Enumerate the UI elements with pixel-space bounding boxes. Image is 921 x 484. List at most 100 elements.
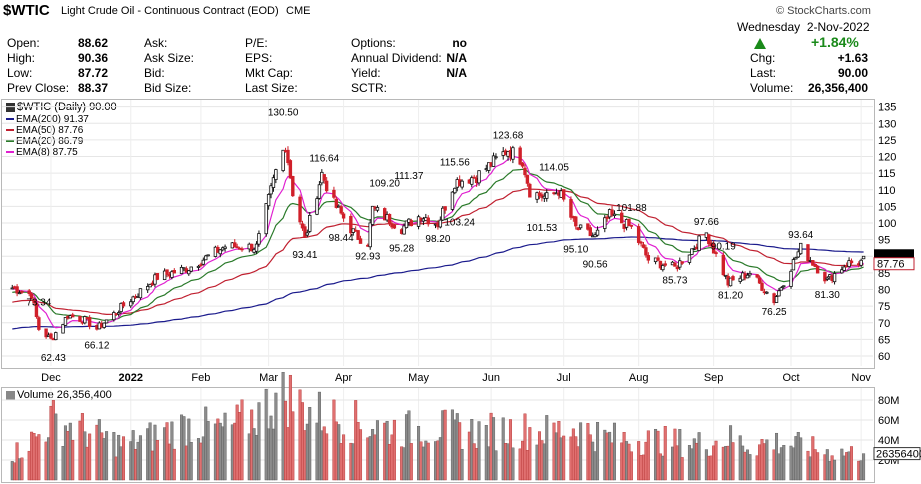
volume-bar: [540, 440, 544, 481]
volume-bar: [528, 427, 532, 481]
volume-bar: [284, 400, 288, 481]
candle-body: [54, 332, 58, 341]
candle-body: [680, 261, 684, 264]
candle-body: [777, 290, 781, 297]
high-value: 90.36: [77, 51, 108, 65]
candle-body: [472, 176, 476, 179]
volume-bar: [32, 433, 36, 481]
volume-bar: [658, 453, 662, 481]
volume-bar: [472, 443, 476, 481]
options-label: Options:: [351, 36, 396, 50]
volume-bar: [390, 434, 394, 481]
price-annotation: 103.24: [444, 217, 475, 228]
volume-bar: [443, 409, 447, 481]
candle-body: [612, 213, 617, 217]
candle-body: [545, 192, 549, 199]
candle-body: [520, 162, 525, 167]
candle-body: [569, 199, 573, 218]
volume-bar: [501, 417, 505, 481]
price-annotation: 123.68: [493, 130, 524, 141]
candle-body: [438, 219, 443, 228]
volume-bar: [27, 450, 31, 481]
volume-bar: [80, 413, 84, 481]
volume-bar: [458, 422, 462, 481]
volume-bar: [557, 421, 561, 481]
candle-body: [266, 194, 271, 207]
volume-bar: [741, 445, 745, 481]
volume-bar: [114, 456, 118, 481]
candle-body: [17, 292, 22, 295]
volume-bar: [172, 448, 176, 481]
volume-bar: [663, 426, 667, 481]
candle-body: [298, 196, 302, 223]
x-tick-label: 2022: [119, 372, 143, 384]
volume-bar: [375, 420, 379, 481]
volume-bar: [673, 428, 677, 481]
volume-bar: [189, 441, 193, 481]
candle-body: [119, 302, 123, 312]
candle-body: [179, 266, 184, 274]
price-annotation: 62.43: [41, 353, 66, 364]
volume-bar: [731, 442, 735, 481]
volume-bar: [729, 425, 733, 481]
volume-bar: [453, 419, 457, 481]
volume-bar: [216, 418, 220, 481]
price-annotation: 90.19: [711, 242, 736, 253]
volume-bar: [494, 450, 498, 481]
volume-bar: [441, 410, 445, 481]
candle-body: [586, 223, 590, 230]
candle-body: [859, 259, 863, 266]
volume-bar: [704, 449, 708, 481]
candle-body: [641, 244, 646, 248]
volume-bar: [511, 447, 515, 481]
volume-bar: [596, 422, 600, 481]
volume-bar: [54, 413, 58, 481]
volume-bar: [508, 419, 512, 481]
candle-body: [271, 177, 276, 188]
volume-bar: [620, 442, 624, 481]
candle-body: [34, 303, 39, 317]
volume-bar: [269, 415, 273, 481]
annual-dividend-label: Annual Dividend:: [351, 51, 442, 65]
candle-body: [663, 263, 667, 266]
candle-body: [678, 260, 682, 268]
volume-bar: [322, 426, 326, 481]
volume-bar: [112, 432, 116, 481]
price-annotation: 93.64: [788, 230, 813, 241]
volume-bar: [105, 431, 109, 481]
volume-bar: [569, 436, 573, 481]
volume-bar: [385, 420, 389, 481]
volume-bar: [654, 428, 658, 481]
candle-body: [491, 155, 496, 167]
chg-label: Chg:: [750, 51, 776, 65]
volume-bar: [506, 443, 510, 481]
volume-bar: [83, 431, 87, 481]
volume-bar: [799, 437, 803, 481]
candle-body: [145, 286, 150, 291]
volume-bar: [206, 421, 210, 481]
price-annotation: 98.44: [329, 233, 354, 244]
open-value: 88.62: [77, 36, 108, 50]
candle-body: [392, 224, 397, 229]
price-annotation: 76.25: [762, 307, 787, 318]
volume-bar: [840, 448, 844, 481]
x-tick-label: Jul: [557, 372, 571, 384]
volume-bar: [455, 413, 459, 481]
volume-bar: [830, 455, 834, 481]
price-annotation: 90.56: [583, 259, 608, 270]
volume-bar: [535, 444, 539, 481]
volume-bar: [825, 449, 829, 481]
volume-bar: [255, 435, 259, 481]
volume-bar: [484, 425, 488, 481]
volume-bar: [574, 436, 578, 481]
volume-bar: [300, 402, 304, 481]
volume-bar: [492, 417, 496, 481]
volume-bar: [13, 462, 17, 481]
volume-bar: [88, 433, 92, 481]
volume-bar: [117, 434, 121, 481]
candle-body: [627, 218, 631, 227]
volume-bar: [426, 442, 430, 481]
candle-body: [605, 216, 609, 219]
candle-body: [441, 207, 445, 221]
volume-bar: [849, 446, 853, 481]
